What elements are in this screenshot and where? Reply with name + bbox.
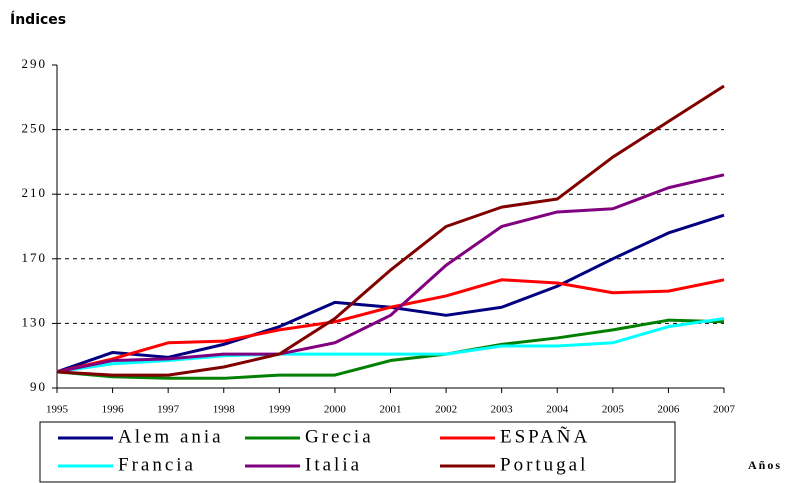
- legend-label: Francia: [118, 454, 196, 475]
- x-tick-label: 2001: [380, 404, 402, 416]
- x-tick-label: 2003: [491, 404, 514, 416]
- x-tick-label: 2004: [546, 404, 569, 416]
- y-tick-label: 90: [30, 379, 47, 394]
- y-tick-label: 290: [22, 56, 48, 71]
- legend-label: Portugal: [500, 454, 588, 475]
- series-line: [56, 317, 725, 374]
- legend-label: ESPAÑA: [500, 425, 590, 447]
- series-line: [56, 318, 725, 380]
- x-axis-label: Años: [748, 458, 782, 472]
- x-tick-label: 2007: [713, 404, 736, 416]
- y-tick-label: 170: [22, 250, 48, 265]
- legend-label: Italia: [305, 454, 362, 475]
- y-tick-label: 250: [22, 121, 48, 136]
- series-line: [56, 278, 725, 374]
- x-tick-label: 1999: [268, 404, 291, 416]
- legend-label: Alem ania: [118, 426, 224, 447]
- series-line: [56, 84, 725, 377]
- legend-label: Grecia: [305, 426, 374, 447]
- series-line: [56, 173, 725, 374]
- x-tick-label: 1996: [102, 404, 125, 416]
- chart-title: Índices: [10, 11, 66, 28]
- x-tick-label: 1997: [157, 404, 180, 416]
- x-tick-label: 2002: [435, 404, 457, 416]
- legend-box: [39, 421, 676, 483]
- x-tick-label: 2000: [324, 404, 347, 416]
- y-tick-label: 130: [22, 314, 48, 329]
- x-tick-label: 1995: [46, 404, 69, 416]
- x-tick-label: 2006: [657, 404, 680, 416]
- y-tick-label: 210: [22, 185, 48, 200]
- x-tick-label: 1998: [213, 404, 236, 416]
- x-tick-label: 2005: [602, 404, 625, 416]
